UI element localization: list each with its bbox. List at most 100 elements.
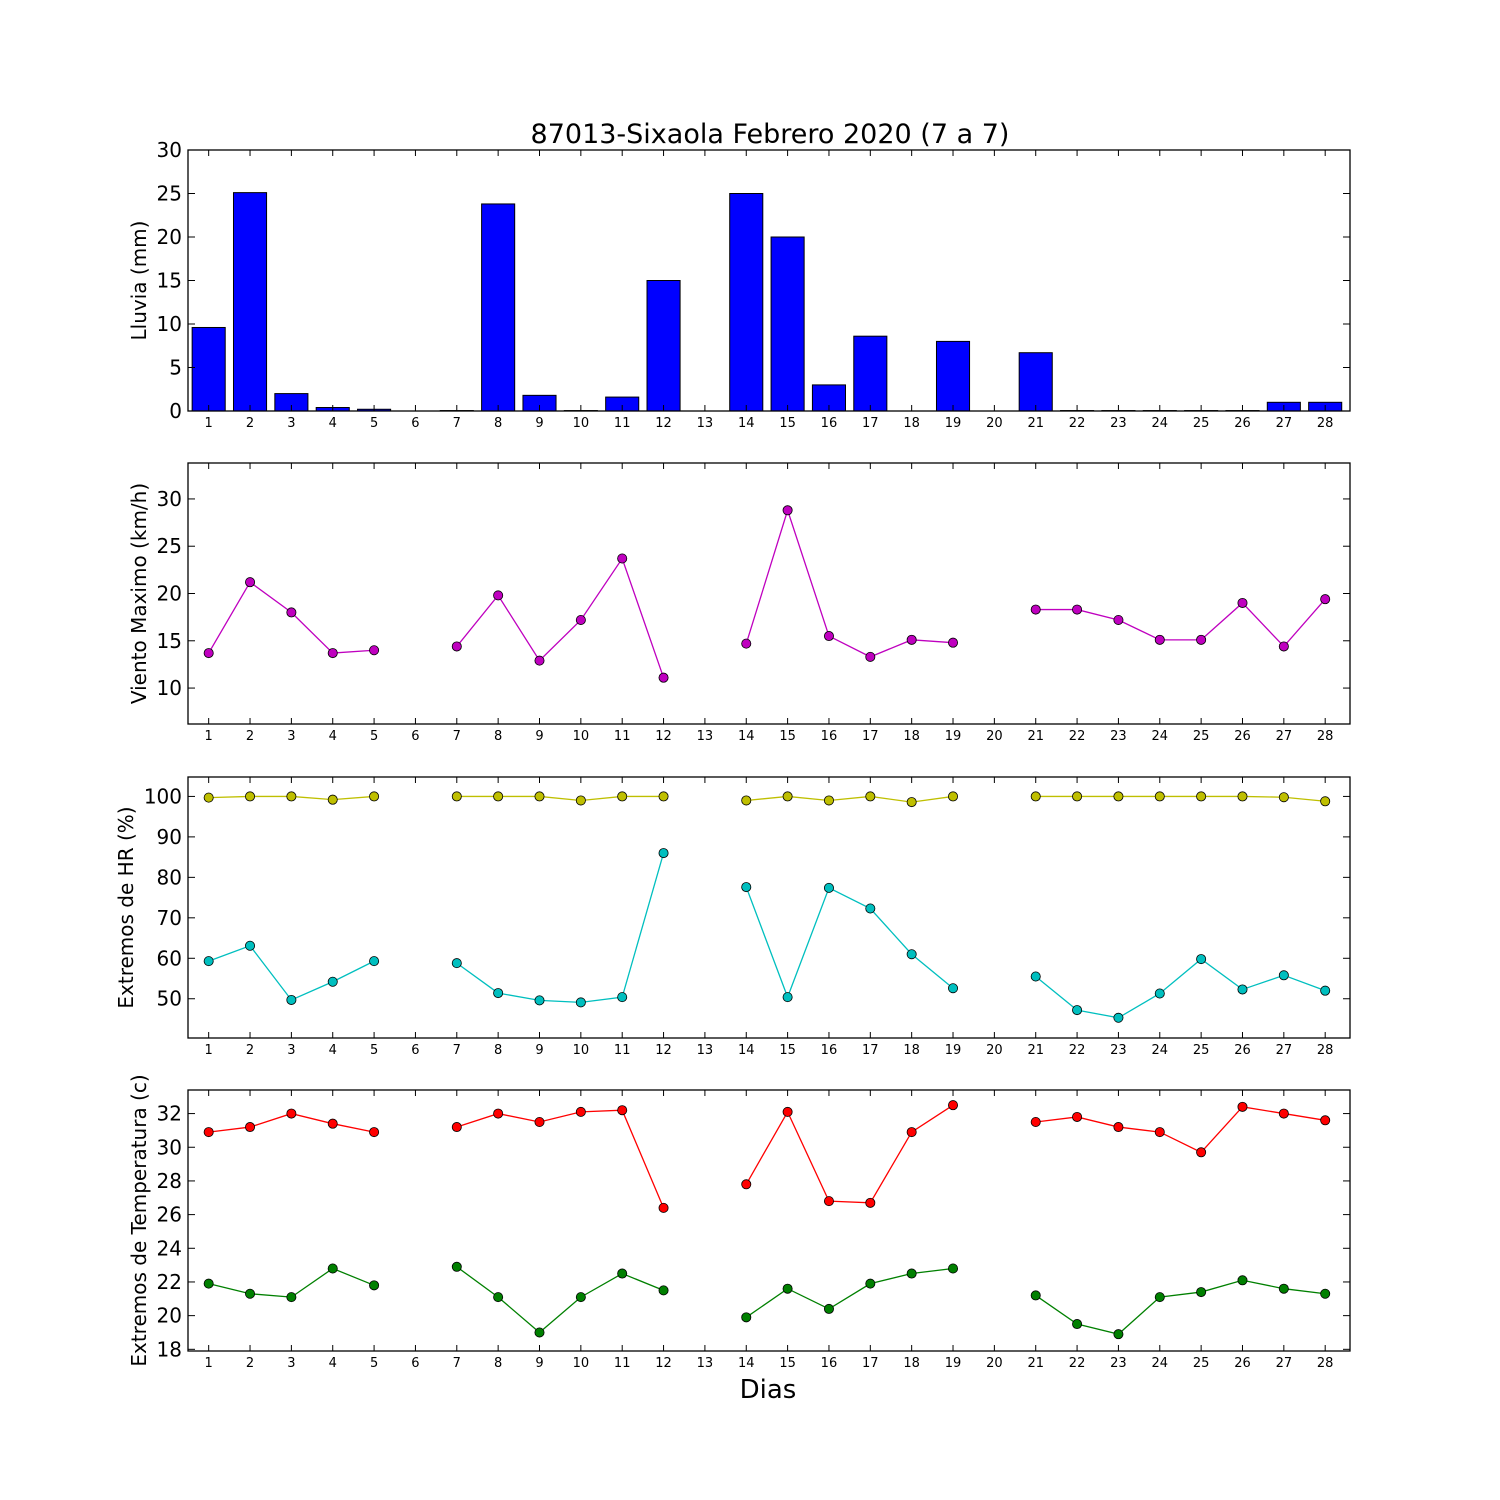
point-day-27: [1278, 641, 1289, 652]
xtick-label: 8: [494, 416, 502, 431]
xtick-label: 27: [1276, 1043, 1293, 1058]
point-day-28: [1320, 594, 1331, 605]
xtick-label: 5: [370, 1043, 378, 1058]
ytick-label: 10: [157, 676, 182, 700]
xtick-label: 21: [1027, 1356, 1044, 1371]
point-day-23: [1113, 791, 1124, 802]
point-day-15: [782, 1106, 793, 1117]
xtick-label: 13: [697, 729, 714, 744]
point-day-4: [327, 1263, 338, 1274]
xtick-label: 28: [1317, 1356, 1334, 1371]
y-axis-label: Extremos de Temperatura (c): [127, 1074, 151, 1366]
xtick-label: 25: [1193, 729, 1210, 744]
point-day-26: [1237, 1275, 1248, 1286]
point-day-9: [534, 791, 545, 802]
xtick-label: 11: [614, 729, 631, 744]
xtick-label: 16: [821, 1356, 838, 1371]
point-day-4: [327, 1118, 338, 1129]
point-day-2: [245, 1288, 256, 1299]
xtick-label: 16: [821, 729, 838, 744]
ytick-label: 10: [157, 312, 182, 336]
point-day-5: [369, 956, 380, 967]
xtick-label: 17: [862, 729, 879, 744]
ytick-label: 32: [157, 1102, 182, 1126]
xtick-label: 6: [411, 416, 419, 431]
xtick-label: 4: [329, 1356, 337, 1371]
ytick-label: 15: [157, 629, 182, 653]
ytick-label: 100: [144, 784, 182, 808]
point-day-26: [1237, 597, 1248, 608]
xtick-label: 23: [1110, 1043, 1127, 1058]
point-day-16: [823, 1196, 834, 1207]
series-hr_max: [203, 791, 1331, 808]
series-line-segment: [456, 1109, 665, 1209]
ytick-label: 18: [157, 1337, 182, 1361]
xtick-label: 20: [986, 729, 1003, 744]
xtick-label: 9: [535, 1043, 543, 1058]
x-axis-label: Dias: [740, 1375, 797, 1405]
xtick-label: 9: [535, 1356, 543, 1371]
xtick-label: 17: [862, 1043, 879, 1058]
xtick-label: 20: [986, 1043, 1003, 1058]
xtick-label: 18: [903, 1043, 920, 1058]
point-day-4: [327, 976, 338, 987]
point-day-14: [741, 1179, 752, 1190]
xtick-label: 22: [1069, 416, 1086, 431]
xtick-label: 26: [1234, 1356, 1251, 1371]
point-day-16: [823, 1303, 834, 1314]
ytick-label: 20: [157, 1304, 182, 1328]
point-day-10: [575, 1106, 586, 1117]
xtick-label: 12: [655, 1043, 672, 1058]
point-day-15: [782, 505, 793, 516]
xtick-label: 22: [1069, 1356, 1086, 1371]
xtick-label: 15: [779, 729, 796, 744]
point-day-12: [658, 1285, 669, 1296]
xtick-label: 5: [370, 416, 378, 431]
point-day-24: [1154, 634, 1165, 645]
bar-day-21: [1018, 352, 1053, 412]
point-day-26: [1237, 984, 1248, 995]
ytick-label: 30: [157, 487, 182, 511]
point-day-8: [493, 1108, 504, 1119]
point-day-14: [741, 1312, 752, 1323]
xtick-label: 1: [205, 1043, 213, 1058]
point-day-7: [451, 958, 462, 969]
xtick-label: 11: [614, 1356, 631, 1371]
point-day-27: [1278, 1108, 1289, 1119]
point-day-17: [865, 791, 876, 802]
xtick-label: 4: [329, 729, 337, 744]
series-line-segment: [208, 581, 375, 654]
series-line-segment: [1035, 958, 1326, 1019]
ytick-label: 25: [157, 182, 182, 206]
xtick-label: 6: [411, 1043, 419, 1058]
xtick-label: 19: [945, 729, 962, 744]
xtick-label: 13: [697, 1043, 714, 1058]
point-day-16: [823, 882, 834, 893]
series-line-segment: [456, 852, 665, 1004]
point-day-14: [741, 638, 752, 649]
xtick-label: 15: [779, 416, 796, 431]
point-day-5: [369, 645, 380, 656]
point-day-1: [203, 792, 214, 803]
ytick-label: 30: [157, 1135, 182, 1159]
point-day-10: [575, 1292, 586, 1303]
xtick-label: 10: [573, 1043, 590, 1058]
xtick-label: 2: [246, 729, 254, 744]
ytick-label: 30: [157, 138, 182, 162]
point-day-12: [658, 672, 669, 683]
bar-day-12: [646, 280, 681, 412]
series-line-segment: [456, 795, 664, 802]
xtick-label: 8: [494, 1043, 502, 1058]
xtick-label: 7: [453, 1043, 461, 1058]
xtick-label: 22: [1069, 729, 1086, 744]
y-axis-label: Extremos de HR (%): [114, 806, 138, 1008]
point-day-8: [493, 1292, 504, 1303]
xtick-label: 21: [1027, 1043, 1044, 1058]
xtick-label: 3: [287, 729, 295, 744]
xtick-label: 1: [205, 1356, 213, 1371]
xtick-label: 1: [205, 416, 213, 431]
point-day-14: [741, 795, 752, 806]
xtick-label: 24: [1152, 1356, 1169, 1371]
